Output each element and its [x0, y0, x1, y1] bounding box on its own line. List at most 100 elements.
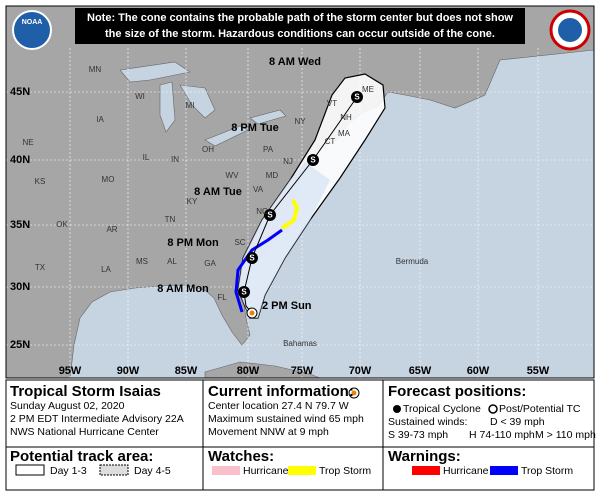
map-frame [5, 5, 595, 379]
tc-icon [393, 405, 401, 413]
forecast-item: Sustained winds: [388, 416, 467, 428]
current-line: Center location 27.4 N 79.7 W [208, 400, 349, 412]
lat-label: 35N [10, 219, 30, 231]
lat-label: 40N [10, 154, 30, 166]
current-title: Current information: [208, 383, 354, 400]
region-label: VT [327, 99, 337, 108]
region-label: KY [187, 197, 198, 206]
region-label: VA [253, 185, 264, 194]
region-label: ME [362, 85, 374, 94]
warning-item: Trop Storm [521, 465, 573, 477]
note-box [75, 8, 525, 44]
warnings-title: Warnings: [388, 448, 461, 465]
lon-label: 55W [527, 365, 550, 377]
forecast-point [264, 209, 276, 221]
region-label: MI [186, 101, 195, 110]
region-label: PA [263, 145, 274, 154]
region-label: TN [165, 215, 176, 224]
track-area-item: Day 1-3 [50, 465, 87, 477]
region-label: AR [106, 225, 117, 234]
region-label: WI [135, 92, 145, 101]
watch-item: Hurricane [243, 465, 289, 477]
forecast-point [238, 286, 250, 298]
day13-swatch [15, 464, 45, 476]
forecast-point [246, 252, 258, 264]
region-label: WV [226, 171, 240, 180]
current-line: Maximum sustained wind 65 mph [208, 413, 364, 425]
graticule [6, 48, 594, 378]
storm-line: 2 PM EDT Intermediate Advisory 22A [10, 413, 184, 425]
note-line: Note: The cone contains the probable pat… [87, 12, 513, 24]
cone-shade [238, 162, 330, 318]
watch-item: Trop Storm [319, 465, 371, 477]
region-label: KS [35, 177, 46, 186]
region-label: CT [325, 137, 336, 146]
track-label: 2 PM Sun [262, 300, 312, 312]
forecast-item: Post/Potential TC [499, 403, 581, 415]
region-label: NY [294, 117, 306, 126]
lat-label: 45N [10, 86, 30, 98]
point-symbol: S [267, 211, 273, 220]
great-lakes [119, 61, 287, 147]
post-icon [488, 404, 498, 414]
forecast-item: M > 110 mph [535, 429, 596, 441]
trop-warning-swatch [490, 466, 518, 475]
note-line: the size of the storm. Hazardous conditi… [105, 28, 495, 40]
region-label: TX [35, 263, 46, 272]
lon-label: 85W [175, 365, 198, 377]
region-label: SC [234, 238, 245, 247]
lon-label: 75W [291, 365, 314, 377]
lon-label: 60W [467, 365, 490, 377]
forecast-title: Forecast positions: [388, 383, 526, 400]
lat-label: 25N [10, 339, 30, 351]
track-label: 8 AM Wed [269, 56, 321, 68]
region-label: OH [202, 145, 214, 154]
region-label: Bahamas [283, 339, 317, 348]
region-label: LA [101, 265, 111, 274]
forecast-item: Tropical Cyclone [403, 403, 481, 415]
region-label: MS [136, 257, 148, 266]
region-label: IN [171, 155, 179, 164]
storm-title: Tropical Storm Isaias [10, 383, 161, 400]
forecast-point [351, 91, 363, 103]
region-label: GA [204, 259, 216, 268]
point-symbol: S [241, 288, 247, 297]
region-label: NH [340, 113, 352, 122]
noaa-logo [12, 10, 52, 50]
lon-label: 70W [349, 365, 372, 377]
region-label: MA [338, 129, 351, 138]
region-label: NJ [283, 157, 293, 166]
region-label: NC [256, 207, 268, 216]
forecast-item: D < 39 mph [490, 416, 545, 428]
lon-label: 90W [117, 365, 140, 377]
track-label: 8 PM Mon [167, 237, 219, 249]
region-label: AL [167, 257, 177, 266]
noaa-logo-text: NOAA [22, 19, 43, 26]
trop-watch-swatch [288, 466, 316, 475]
current-position-dot [249, 310, 255, 316]
region-label: FL [217, 293, 227, 302]
trop-storm-warning [234, 228, 283, 313]
lat-label: 30N [10, 281, 30, 293]
current-line: Movement NNW at 9 mph [208, 426, 329, 438]
legend-dividers [5, 379, 595, 491]
region-label: NE [22, 138, 33, 147]
point-symbol: S [249, 254, 255, 263]
track-area-title: Potential track area: [10, 448, 153, 465]
track-label: 8 PM Tue [231, 122, 278, 134]
forecast-item: S 39-73 mph [388, 429, 448, 441]
region-label: Bermuda [396, 257, 429, 266]
region-label: MD [266, 171, 279, 180]
forecast-point [307, 154, 319, 166]
trop-storm-watch [280, 199, 300, 230]
track-label: 8 AM Mon [157, 283, 209, 295]
nws-logo-inner [558, 18, 582, 42]
lon-label: 80W [237, 365, 260, 377]
storm-line: NWS National Hurricane Center [10, 426, 159, 438]
region-label: MN [89, 65, 102, 74]
region-label: MO [102, 175, 115, 184]
warning-item: Hurricane [443, 465, 489, 477]
point-symbol: S [354, 93, 360, 102]
track-area-item: Day 4-5 [134, 465, 171, 477]
